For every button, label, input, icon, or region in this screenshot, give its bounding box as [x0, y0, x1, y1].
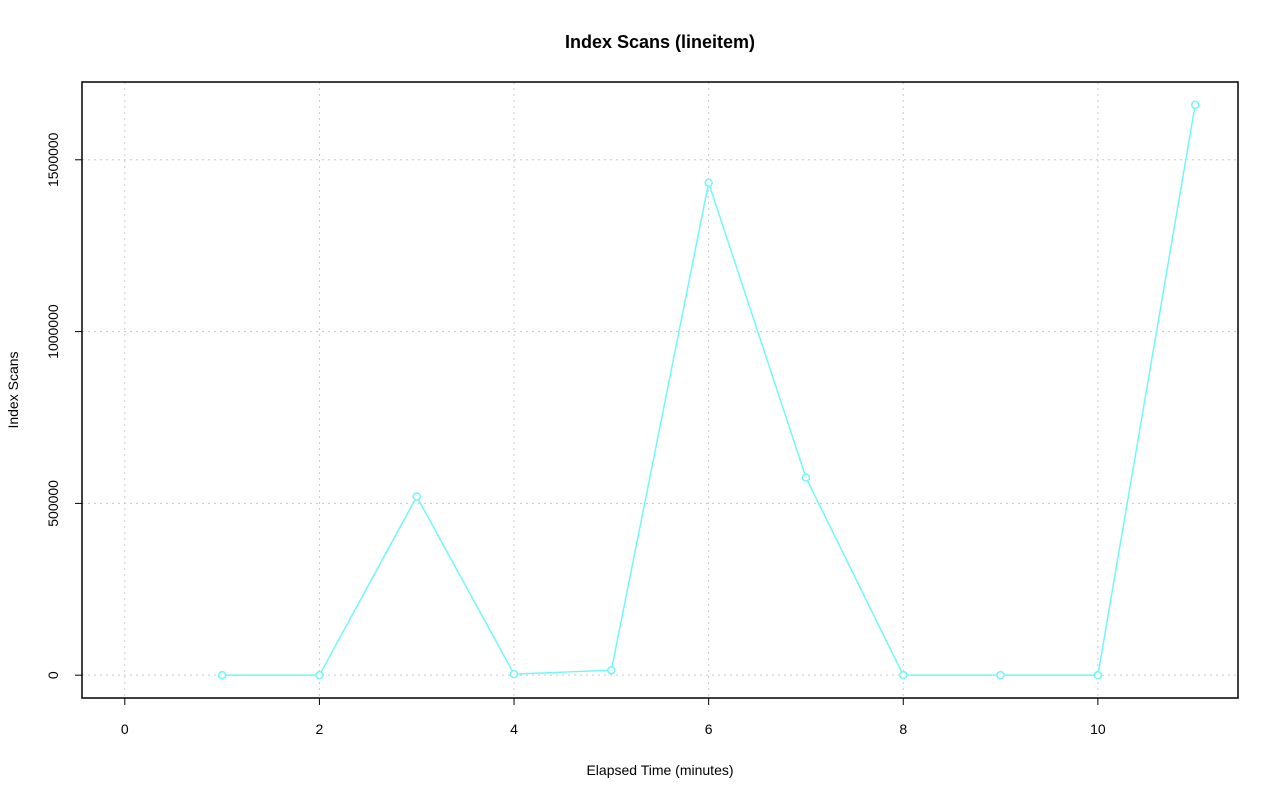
data-point [412, 492, 421, 501]
x-tick-label: 10 [1090, 721, 1106, 737]
y-axis-label: Index Scans [5, 351, 21, 428]
x-tick-label: 8 [899, 721, 907, 737]
x-axis-label: Elapsed Time (minutes) [586, 762, 733, 778]
data-point [607, 665, 616, 675]
y-tick-label: 500000 [45, 480, 61, 527]
data-point [704, 178, 713, 188]
data-point [217, 670, 227, 680]
y-tick-label: 0 [45, 671, 61, 679]
data-point [1093, 670, 1103, 680]
chart-title: Index Scans (lineitem) [565, 32, 755, 52]
data-point [996, 670, 1005, 680]
data-point [315, 670, 324, 680]
x-tick-label: 6 [705, 721, 713, 737]
x-tick-label: 4 [510, 721, 518, 737]
x-tick-label: 0 [121, 721, 129, 737]
y-tick-label: 1500000 [45, 132, 61, 187]
plot-frame [81, 81, 1239, 699]
data-point [1190, 100, 1200, 110]
y-tick-label: 1000000 [45, 304, 61, 359]
data-point [801, 473, 811, 482]
x-tick-label: 2 [316, 721, 324, 737]
data-point [509, 669, 519, 679]
data-point [899, 670, 908, 680]
